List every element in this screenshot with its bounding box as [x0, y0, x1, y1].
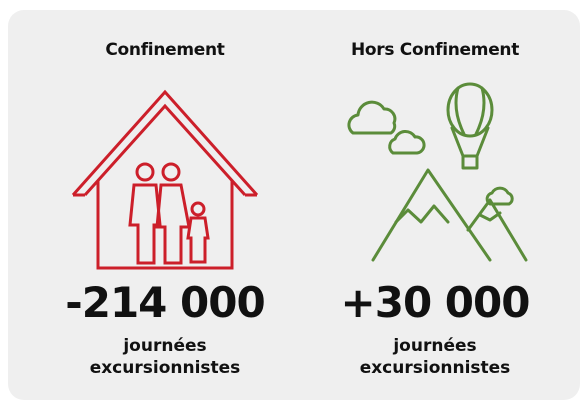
panel-caption: excursionnistes: [300, 357, 570, 379]
panel-value: -214 000: [30, 278, 300, 327]
panel: Confinement -214 000 journées excursionn…: [8, 10, 580, 400]
panel-caption: excursionnistes: [30, 357, 300, 379]
panel-value: +30 000: [300, 278, 570, 327]
page: {"panels": [ {"title": "Confinement", "v…: [0, 0, 588, 414]
panel-title: Hors Confinement: [300, 40, 570, 60]
house-icon: [73, 92, 257, 268]
panel-caption: journées: [30, 335, 300, 357]
panel-title: Confinement: [30, 40, 300, 60]
panel-caption: journées: [300, 335, 570, 357]
mountain-icon: [349, 84, 526, 260]
